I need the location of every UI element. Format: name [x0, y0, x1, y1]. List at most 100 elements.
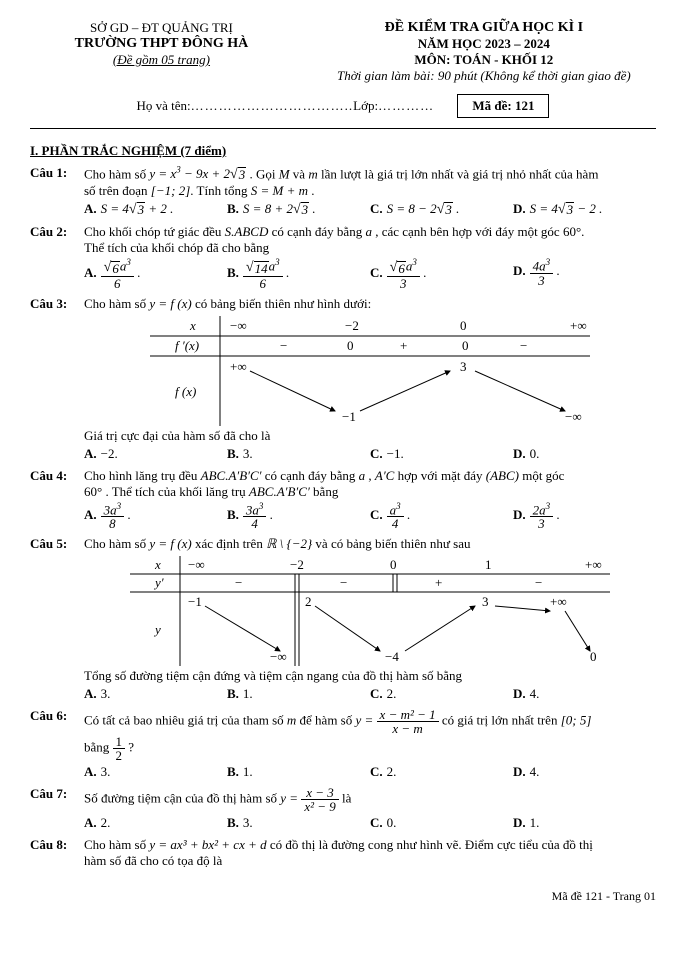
q2-optB: B.√14a36 .: [227, 258, 370, 290]
lblC: C.: [370, 201, 383, 216]
q6-body: Có tất cả bao nhiêu giá trị của tham số …: [84, 708, 656, 780]
q3v1: +∞: [230, 359, 247, 374]
lblB: B.: [227, 446, 239, 461]
q4Bf: 3a34: [243, 502, 267, 530]
q2-label: Câu 2:: [30, 224, 84, 290]
q3v4: −∞: [565, 409, 582, 424]
q2t1: Cho khối chóp tứ giác đều: [84, 224, 225, 239]
q5n2: −2: [290, 557, 304, 572]
q3t2: có bảng biến thiên như hình dưới:: [192, 296, 371, 311]
q5one: 1: [485, 557, 492, 572]
q1-eqm: − 9x + 2: [181, 166, 230, 181]
radical-icon: √: [390, 261, 398, 275]
q6-optD: D.4.: [513, 764, 656, 780]
q4t6: . Thể tích của khối lăng trụ: [102, 484, 249, 499]
q2s: S.ABCD: [225, 224, 269, 239]
q5fx: y = f (x): [149, 536, 191, 551]
q1-t2: . Gọi: [246, 166, 279, 181]
q5v3: −∞: [270, 649, 287, 664]
q2t3: , các cạnh bên hợp với đáy một góc: [372, 224, 563, 239]
q3-x: x: [189, 318, 196, 333]
q5-optA: A.3.: [84, 686, 227, 702]
q3-optA: A.−2.: [84, 446, 227, 462]
q7t1: Số đường tiệm cận của đồ thị hàm số: [84, 791, 280, 806]
lblB: B.: [227, 201, 239, 216]
q3D: 0.: [530, 446, 540, 461]
q5t2: xác định trên: [192, 536, 266, 551]
q5s2: −: [340, 575, 347, 590]
q8-body: Cho hàm số y = ax³ + bx² + cx + d có đồ …: [84, 837, 656, 869]
q5v6: +∞: [550, 594, 567, 609]
q5-label: Câu 5:: [30, 536, 84, 702]
q1Aa: 3: [137, 202, 146, 217]
q4Ad: 8: [101, 517, 125, 530]
q7A: 2.: [101, 815, 111, 830]
q7-body: Số đường tiệm cận của đồ thị hàm số y = …: [84, 786, 656, 831]
q2-optA: A.√6a36 .: [84, 258, 227, 290]
q3A: −2.: [101, 446, 118, 461]
q1-t3: và: [290, 166, 309, 181]
question-4: Câu 4: Cho hình lăng trụ đều ABC.A′B′C′ …: [30, 468, 656, 530]
q1-sum: S = M + m: [251, 183, 308, 198]
exam-title: ĐỀ KIỂM TRA GIỮA HỌC KÌ I: [312, 20, 656, 36]
question-5: Câu 5: Cho hàm số y = f (x) xác định trê…: [30, 536, 656, 702]
q4Cn: a3: [387, 502, 404, 517]
q4Dn: 2a3: [530, 502, 554, 517]
q3-variation-table: x f ′(x) f (x) −∞ −2 0 +∞ − 0 + 0 − +∞ −…: [150, 316, 590, 426]
question-7: Câu 7: Số đường tiệm cận của đồ thị hàm …: [30, 786, 656, 831]
lblA: A.: [84, 507, 97, 522]
q3-options: A.−2. B.3. C.−1. D.0.: [84, 446, 656, 462]
q5-line2: Tổng số đường tiệm cận đứng và tiệm cận …: [84, 668, 656, 684]
separator: [30, 128, 656, 129]
q4Df: 2a33: [530, 502, 554, 530]
q2Cn: √6a3: [387, 258, 420, 277]
q3-z: 0: [460, 318, 467, 333]
q8t2: có đồ thị là đường cong như hình vẽ. Điể…: [267, 837, 593, 852]
q6seg: [0; 5]: [561, 713, 592, 728]
q6t4: bằng: [84, 740, 113, 755]
q3-n2: −2: [345, 318, 359, 333]
q5v2: 2: [305, 594, 312, 609]
q1-eq: y = x3 − 9x + 2√3: [149, 166, 246, 181]
q1Ap: S = 4: [101, 201, 129, 216]
q6-label: Câu 6:: [30, 708, 84, 780]
q5v5: 3: [482, 594, 489, 609]
question-8: Câu 8: Cho hàm số y = ax³ + bx² + cx + d…: [30, 837, 656, 869]
header-right: ĐỀ KIỂM TRA GIỮA HỌC KÌ I NĂM HỌC 2023 –…: [312, 20, 656, 84]
q4t2: có cạnh đáy bằng: [262, 468, 359, 483]
q1-optB: B.S = 8 + 2√3 .: [227, 201, 370, 218]
q5-optB: B.1.: [227, 686, 370, 702]
q7-options: A.2. B.3. C.0. D.1.: [84, 815, 656, 831]
q5y: y: [153, 622, 161, 637]
q2Dd: 3: [530, 274, 554, 287]
q3-ninf: −∞: [230, 318, 247, 333]
q4-label: Câu 4:: [30, 468, 84, 530]
lblA: A.: [84, 201, 97, 216]
q6d: x − m: [377, 722, 439, 735]
q2-optD: D.4a33 .: [513, 258, 656, 290]
q2t4: .: [581, 224, 584, 239]
q1Do: − 2 .: [574, 201, 602, 216]
q1Dp: S = 4: [530, 201, 558, 216]
q3-pinf: +∞: [570, 318, 587, 333]
q4abc: (ABC): [486, 468, 519, 483]
q5s1: −: [235, 575, 242, 590]
q3-optC: C.−1.: [370, 446, 513, 462]
q3-label: Câu 3:: [30, 296, 84, 462]
exam-code: Mã đề: 121: [457, 94, 549, 118]
q6t1: Có tất cả bao nhiêu giá trị của tham số: [84, 713, 287, 728]
q2t2: có cạnh đáy bằng: [268, 224, 365, 239]
q5v7: 0: [590, 649, 597, 664]
lblC: C.: [370, 507, 383, 522]
header: SỞ GD – ĐT QUẢNG TRỊ TRƯỜNG THPT ĐÔNG HÀ…: [30, 20, 656, 84]
q6-line1: Có tất cả bao nhiêu giá trị của tham số …: [84, 708, 656, 735]
q5dom: ℝ \ {−2}: [266, 536, 312, 551]
q1-m: m: [308, 166, 317, 181]
q6t2: để hàm số: [296, 713, 355, 728]
q4Af: 3a38: [101, 502, 125, 530]
q1A-sqrt: √3: [129, 202, 145, 218]
q6-line2: bằng 12 ?: [84, 735, 656, 762]
q7-frac: x − 3x² − 9: [301, 786, 338, 813]
lblD: D.: [513, 201, 526, 216]
lblC: C.: [370, 764, 383, 779]
